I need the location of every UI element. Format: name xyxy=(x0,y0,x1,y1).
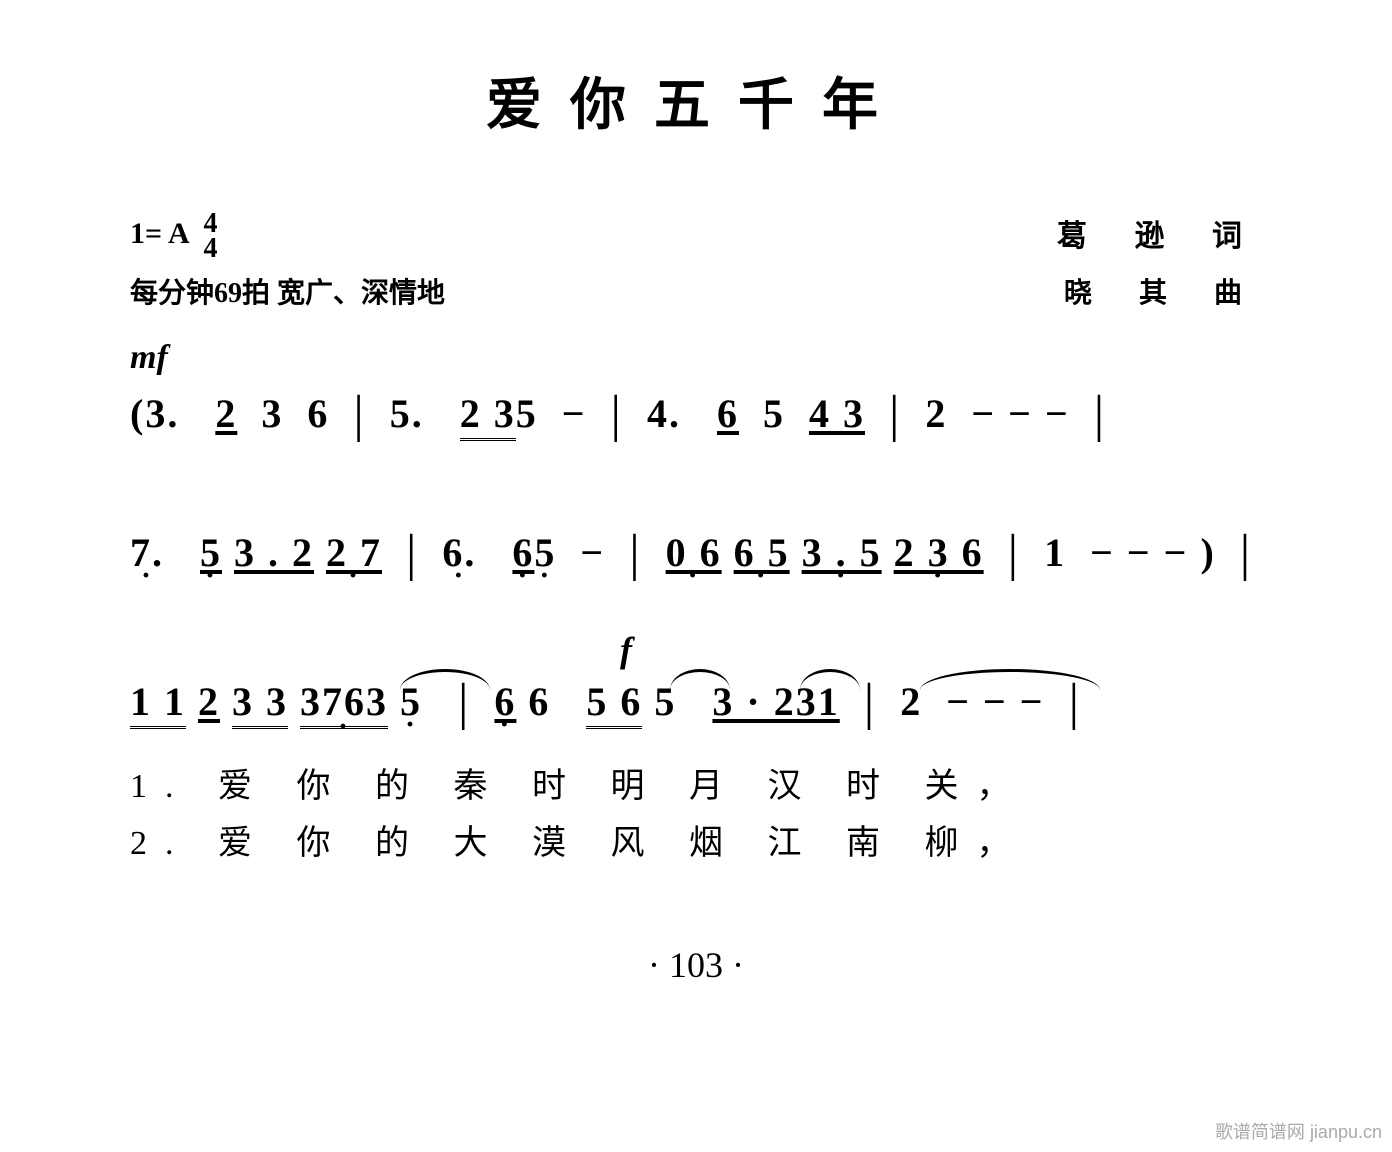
barline: | xyxy=(629,525,641,582)
dynamic-mf: mf xyxy=(130,339,1392,377)
note: 2 3 xyxy=(460,391,516,441)
watermark: 歌谱简谱网 jianpu.cn xyxy=(1215,1118,1382,1144)
time-bot: 4 xyxy=(203,233,217,264)
tempo-row: 每分钟69拍 宽广、深情地 晓 其 曲 xyxy=(130,271,1262,311)
note: 2 xyxy=(198,679,220,724)
note: 6 xyxy=(512,530,534,575)
music-line-1: (3. 2 3 6 | 5. 2 35 − | 4. 6 5 4 3 | 2 −… xyxy=(130,381,1262,440)
note: 2 xyxy=(215,391,237,436)
note: 7. xyxy=(130,530,164,575)
note: 5 xyxy=(400,679,422,724)
key-time: 1= A 4 4 xyxy=(130,211,217,261)
note: 3 3 xyxy=(232,679,288,729)
key-sig: 1= A xyxy=(130,217,188,250)
title: 爱你五千年 xyxy=(0,60,1392,141)
dash: − − − ) xyxy=(1090,530,1216,575)
note: 4. xyxy=(647,391,681,436)
barline: | xyxy=(1094,386,1106,443)
tie xyxy=(800,669,860,690)
note: 6 5 xyxy=(734,530,790,575)
note: 6 xyxy=(307,391,329,436)
dash: − xyxy=(562,391,587,436)
note: 5 xyxy=(534,530,556,575)
note: 1 xyxy=(1044,530,1066,575)
note: 2 xyxy=(900,679,922,724)
barline: | xyxy=(889,386,901,443)
music-line-3: f 1 1 2 3 3 3763 5 | 6 6 5 6 5 3 · 231 |… xyxy=(130,669,1262,728)
note: 6 xyxy=(494,679,516,724)
note: 4 3 xyxy=(809,391,865,436)
barline: | xyxy=(406,525,418,582)
note: 2 3 6 xyxy=(894,530,984,575)
barline: | xyxy=(1240,525,1252,582)
note: 3 . 2 xyxy=(234,530,314,575)
header-row: 1= A 4 4 葛 逊 词 xyxy=(130,211,1262,261)
composer: 晓 其 曲 xyxy=(1064,271,1262,311)
note: 1 1 xyxy=(130,679,186,729)
note: 6 xyxy=(528,679,550,724)
lyrics-2: 2. 爱 你 的 大 漠 风 烟 江 南 柳， xyxy=(130,815,1262,864)
note: 5 xyxy=(516,391,538,436)
barline: | xyxy=(353,386,365,443)
lyricist: 葛 逊 词 xyxy=(1057,211,1262,261)
note: 6 xyxy=(717,391,739,436)
barline: | xyxy=(864,674,876,731)
dash: − − − xyxy=(971,391,1069,436)
music-line-2: 7. 5 3 . 2 2 7 | 6. 65 − | 0 6 6 5 3 . 5… xyxy=(130,520,1262,579)
barline: | xyxy=(1008,525,1020,582)
dash: − xyxy=(580,530,605,575)
page-number: · 103 · xyxy=(0,944,1392,986)
note: 2 xyxy=(925,391,947,436)
note: 2 7 xyxy=(326,530,382,575)
barline: | xyxy=(1069,674,1081,731)
tempo: 每分钟69拍 宽广、深情地 xyxy=(130,271,445,311)
time-sig: 4 4 xyxy=(203,211,217,261)
note: 3 . 5 xyxy=(802,530,882,575)
barline: | xyxy=(611,386,623,443)
note: 5. xyxy=(390,391,424,436)
tie xyxy=(670,669,730,690)
note: 6. xyxy=(442,530,476,575)
note: 3 xyxy=(261,391,283,436)
dynamic-f: f xyxy=(620,629,634,671)
note: 0 6 xyxy=(666,530,722,575)
barline: | xyxy=(458,674,470,731)
note: 5 6 xyxy=(586,679,642,729)
lyrics-1: 1. 爱 你 的 秦 时 明 月 汉 时 关， xyxy=(130,758,1262,807)
note: 5 xyxy=(200,530,222,575)
open-paren: ( xyxy=(130,391,145,436)
note: 5 xyxy=(763,391,785,436)
note: 3. xyxy=(145,391,179,436)
note: 3763 xyxy=(300,679,388,729)
